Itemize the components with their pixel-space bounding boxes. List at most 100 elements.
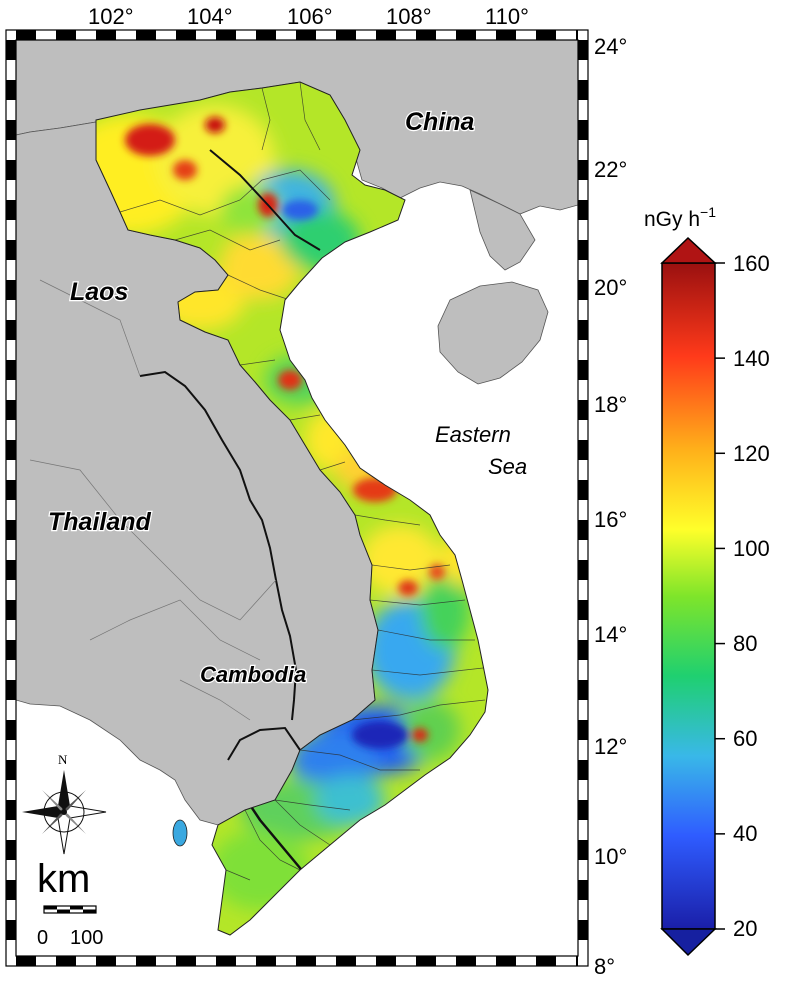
frame-segment [578, 700, 588, 720]
frame-segment [578, 260, 588, 280]
frame-segment [578, 420, 588, 440]
frame-segment [6, 540, 16, 560]
frame-segment [578, 440, 588, 460]
frame-segment [216, 30, 236, 40]
lat-tick-10: 10° [594, 844, 627, 869]
frame-segment [578, 680, 588, 700]
frame-segment [316, 956, 336, 966]
colorbar-tick-20: 20 [733, 916, 757, 941]
frame-segment [578, 480, 588, 500]
frame-segment [376, 30, 396, 40]
frame-segment [16, 30, 36, 40]
lat-tick-18: 18° [594, 392, 627, 417]
lat-tick-8: 8° [594, 954, 615, 979]
frame-segment [578, 720, 588, 740]
scale-unit-label: km [37, 857, 90, 901]
lon-tick-106: 106° [287, 4, 333, 29]
frame-segment [216, 956, 236, 966]
frame-segment [578, 520, 588, 540]
frame-segment [578, 280, 588, 300]
frame-segment [536, 956, 556, 966]
colorbar-tick-60: 60 [733, 726, 757, 751]
frame-segment [578, 640, 588, 660]
lat-tick-24: 24° [594, 34, 627, 59]
frame-segment [578, 820, 588, 840]
colorbar-tick-100: 100 [733, 536, 770, 561]
colorbar-gradient [661, 262, 716, 930]
frame-segment [578, 360, 588, 380]
lon-tick-108: 108° [386, 4, 432, 29]
frame-segment [578, 800, 588, 820]
colorbar-tick-80: 80 [733, 631, 757, 656]
colorbar-tick-140: 140 [733, 346, 770, 371]
frame-segment [6, 280, 16, 300]
lat-tick-14: 14° [594, 622, 627, 647]
frame-segment [6, 940, 16, 956]
frame-segment [578, 30, 588, 40]
frame-segment [6, 820, 16, 840]
vietnam-province-lines [119, 82, 486, 881]
map-frame-outer [5, 29, 589, 967]
frame-segment [6, 900, 16, 920]
frame-segment [396, 956, 416, 966]
frame-segment [578, 180, 588, 200]
frame-segment [396, 30, 416, 40]
frame-segment [578, 580, 588, 600]
lon-tick-104: 104° [187, 4, 233, 29]
frame-segment [436, 30, 456, 40]
frame-segment [256, 30, 276, 40]
frame-segment [6, 920, 16, 940]
colorbar-tick-40: 40 [733, 821, 757, 846]
frame-segment [116, 30, 136, 40]
frame-segment [176, 956, 196, 966]
frame-segment [578, 60, 588, 80]
frame-segment [6, 956, 16, 966]
map-frame-inner [15, 39, 579, 957]
frame-segment [296, 956, 316, 966]
scale-bar [43, 905, 97, 914]
frame-segment [578, 840, 588, 860]
frame-segment [578, 300, 588, 320]
frame-segment [578, 740, 588, 760]
frame-segment [476, 30, 496, 40]
frame-segment [578, 540, 588, 560]
frame-segment [578, 400, 588, 420]
label-cambodia: Cambodia [200, 662, 306, 687]
frame-segment [6, 420, 16, 440]
frame-segment [578, 600, 588, 620]
frame-segment [6, 300, 16, 320]
lat-tick-22: 22° [594, 157, 627, 182]
frame-segment [6, 600, 16, 620]
frame-segment [578, 380, 588, 400]
frame-segment [578, 240, 588, 260]
frame-segment [6, 180, 16, 200]
frame-segment [578, 860, 588, 880]
frame-segment [6, 260, 16, 280]
frame-segment [6, 220, 16, 240]
colorbar-tick-120: 120 [733, 441, 770, 466]
frame-segment [6, 30, 16, 40]
frame-segment [416, 956, 436, 966]
frame-segment [516, 956, 536, 966]
frame-segment [6, 200, 16, 220]
frame-segment [276, 956, 296, 966]
frame-segment [578, 80, 588, 100]
frame-segment [576, 956, 578, 966]
frame-segment [456, 956, 476, 966]
frame-segment [578, 160, 588, 180]
frame-segment [16, 956, 36, 966]
frame-segment [56, 30, 76, 40]
frame-segment [578, 880, 588, 900]
frame-segment [516, 30, 536, 40]
country-border-laos-thailand [139, 370, 298, 721]
frame-segment [578, 460, 588, 480]
frame-segment [578, 956, 588, 966]
compass-rose-icon [22, 770, 107, 855]
label-thailand: Thailand [48, 508, 152, 536]
frame-segment [6, 360, 16, 380]
frame-segment [578, 560, 588, 580]
frame-segment [6, 140, 16, 160]
map-frame-border [6, 30, 588, 966]
frame-segment [578, 900, 588, 920]
frame-segment [496, 956, 516, 966]
